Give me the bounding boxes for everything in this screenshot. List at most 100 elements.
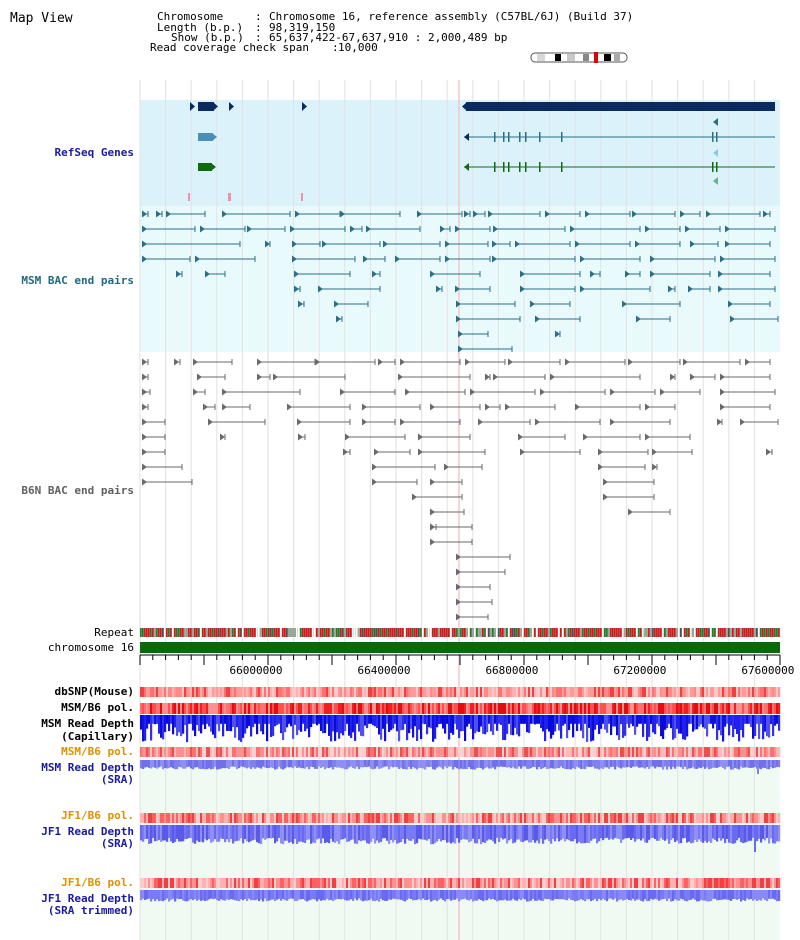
depth-bar [412,825,415,840]
jf1-read-depth-sra-trimmed[interactable] [140,890,781,902]
b6n-bac-end-pairs-track[interactable] [142,358,779,621]
depth-bar [190,715,193,724]
strip-cell [722,747,725,757]
strip-cell [702,747,705,757]
strip-cell [474,878,477,888]
repeat-mark [150,628,152,637]
depth-bar [476,715,479,732]
strip-cell [154,703,157,714]
strip-cell [338,687,341,697]
track-label-refseq-genes[interactable]: RefSeq Genes [55,146,134,159]
track-label-msm-depth-sra-1[interactable]: MSM Read Depth [41,761,134,774]
depth-bar [484,715,487,735]
strip-cell [172,813,175,823]
depth-bar [644,760,647,769]
jf1-b6-pol-strip-1[interactable] [140,813,781,823]
track-label-chromosome[interactable]: chromosome 16 [48,641,134,654]
depth-bar [602,825,605,841]
msm-read-depth-sra[interactable] [140,760,781,774]
gene-long-bar[interactable] [466,102,775,111]
chromosome-bar[interactable] [140,642,780,653]
strip-cell [466,813,469,823]
msm-read-depth-capillary[interactable] [140,715,781,743]
depth-bar [626,715,629,724]
dbsnp-strip[interactable] [140,687,781,697]
strip-cell [386,687,389,697]
track-label-msm-depth-cap-1[interactable]: MSM Read Depth [41,717,134,730]
transcript-box-2[interactable] [198,163,212,171]
repeat-mark [688,628,690,637]
strip-cell [430,747,433,757]
depth-bar [482,760,485,770]
transcript-box-1[interactable] [198,133,213,141]
strip-cell [676,703,679,714]
depth-bar [300,825,303,842]
strip-cell [760,703,763,714]
depth-bar [202,890,205,901]
strip-cell [508,687,511,697]
depth-bar [390,715,393,731]
strip-cell [366,813,369,823]
track-label-jf1-depth-trim-1[interactable]: JF1 Read Depth [41,892,134,905]
strip-cell [362,878,365,888]
strip-cell [498,813,501,823]
repeat-mark [384,628,386,637]
track-label-repeat[interactable]: Repeat [94,626,134,639]
strip-cell [468,703,471,714]
strip-cell [394,747,397,757]
strip-cell [146,878,149,888]
depth-bar [438,760,441,767]
strip-cell [336,703,339,714]
depth-bar [544,760,547,768]
depth-bar [686,825,689,843]
depth-bar [464,890,467,899]
track-label-jf1-depth-sra-1[interactable]: JF1 Read Depth [41,825,134,838]
strip-cell [438,687,441,697]
chromosome-ideogram-icon[interactable] [530,52,628,63]
track-label-b6n-bac[interactable]: B6N BAC end pairs [21,484,134,497]
strip-cell [716,878,719,888]
strip-cell [544,703,547,714]
strip-cell [182,747,185,757]
strip-cell [460,703,463,714]
repeat-mark [322,628,324,637]
track-label-msm-b6-pol-1[interactable]: MSM/B6 pol. [61,701,134,714]
msm-b6-pol-strip-1[interactable] [140,703,781,714]
track-label-msm-b6-pol-2[interactable]: MSM/B6 pol. [61,745,134,758]
strip-cell [304,813,307,823]
b6n-bac-end [142,373,147,381]
strip-cell [246,703,249,714]
strip-cell [188,813,191,823]
strip-cell [200,878,203,888]
strip-cell [584,878,587,888]
depth-bar [718,825,721,839]
gene-box-1[interactable] [198,102,214,111]
depth-bar [204,825,207,840]
refseq-genes-track[interactable] [188,102,775,201]
jf1-read-depth-sra[interactable] [140,825,781,852]
jf1-b6-pol-strip-2[interactable] [140,878,781,888]
track-label-dbsnp[interactable]: dbSNP(Mouse) [55,685,134,698]
depth-bar [642,760,645,768]
strip-cell [334,813,337,823]
track-label-jf1-b6-pol-1[interactable]: JF1/B6 pol. [61,809,134,822]
depth-bar [436,715,439,728]
msm-b6-pol-strip-2[interactable] [140,747,781,757]
msm-bac-end [730,315,735,323]
depth-bar [648,715,651,737]
depth-bar [408,825,411,841]
repeat-track[interactable] [140,628,780,637]
strip-cell [486,703,489,714]
depth-bar [322,825,325,839]
repeat-mark [164,628,166,637]
track-label-msm-bac[interactable]: MSM BAC end pairs [21,274,134,287]
track-label-jf1-b6-pol-2[interactable]: JF1/B6 pol. [61,876,134,889]
strip-cell [300,747,303,757]
strip-cell [240,703,243,714]
msm-bac-end-pairs-track[interactable] [142,210,779,353]
strip-cell [222,813,225,823]
strip-cell [360,813,363,823]
strip-cell [548,687,551,697]
strip-cell [582,687,585,697]
